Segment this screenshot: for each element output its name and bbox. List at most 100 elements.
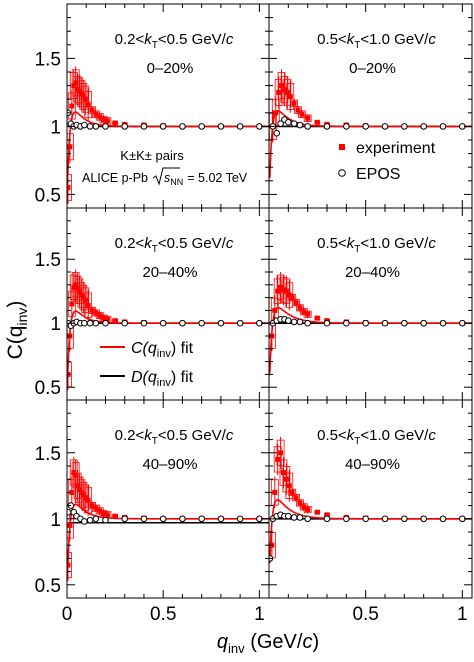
kt-high: <1.0 GeV/ xyxy=(360,427,429,444)
exp-point xyxy=(273,110,279,116)
epos-point xyxy=(304,515,311,523)
y-tick-label: 1 xyxy=(50,117,61,138)
epos-point xyxy=(343,515,350,523)
epos-point xyxy=(439,319,447,327)
epos-point xyxy=(236,515,244,523)
epos-point xyxy=(81,518,88,525)
y-axis-title-end: ) xyxy=(4,301,27,308)
legend-energy-value: = 5.02 TeV xyxy=(187,171,248,185)
exp-point xyxy=(67,144,73,150)
kt-sub: T xyxy=(152,244,158,255)
epos-point xyxy=(323,319,331,327)
y-tick-label: 1 xyxy=(50,314,61,335)
kt-sub: T xyxy=(152,40,158,51)
epos-point xyxy=(102,516,109,524)
exp-point xyxy=(293,300,299,306)
fit-c-curve xyxy=(269,498,472,564)
centrality-label: 0–20% xyxy=(147,60,194,77)
kt-symbol: k xyxy=(144,235,153,252)
exp-point xyxy=(286,483,292,489)
exp-point xyxy=(278,450,284,456)
epos-point xyxy=(92,515,100,523)
epos-point xyxy=(290,318,298,326)
epos-point xyxy=(296,318,304,326)
epos-point xyxy=(67,508,72,516)
epos-point xyxy=(86,516,94,524)
exp-point xyxy=(112,318,118,324)
exp-point xyxy=(314,119,320,125)
y-tick-label: 1.5 xyxy=(35,49,61,70)
exp-point xyxy=(80,93,86,99)
centrality-label: 40–90% xyxy=(142,456,197,473)
fit-c-curve xyxy=(67,503,269,568)
plot-area xyxy=(269,69,472,178)
exp-point xyxy=(69,489,75,495)
panel-middle-left: 0.5 1 1.5 0.2<kT<0.5 GeV/c 20–40% xyxy=(35,207,270,401)
x-axis-title-c: c xyxy=(302,631,312,653)
exp-point xyxy=(275,288,281,294)
epos-point xyxy=(304,123,311,130)
exp-point xyxy=(71,470,77,476)
fit-c-curve xyxy=(269,109,472,178)
panel-bottom-right: 0.5 1 0.5<kT<1.0 GeV/c 40–90% xyxy=(268,399,473,625)
kt-c: c xyxy=(428,235,436,252)
panel-frame xyxy=(268,399,473,599)
epos-point xyxy=(362,515,369,523)
kt-symbol: k xyxy=(144,427,153,444)
epos-point xyxy=(277,120,284,127)
epos-point xyxy=(285,512,292,520)
exp-point xyxy=(275,456,281,462)
x-tick-label: 1 xyxy=(457,604,468,625)
kt-high: <0.5 GeV/ xyxy=(158,31,227,48)
epos-point xyxy=(86,319,94,327)
epos-point xyxy=(323,123,331,130)
kt-label: 0.2<kT<0.5 GeV/c xyxy=(115,31,234,51)
legend-fit-d-end: ) fit xyxy=(171,369,194,386)
epos-point xyxy=(92,319,100,327)
epos-point xyxy=(236,123,244,130)
kt-symbol: k xyxy=(347,427,356,444)
exp-point xyxy=(112,120,118,126)
exp-point xyxy=(281,470,286,476)
x-tick-label: 0.5 xyxy=(150,604,176,625)
exp-point xyxy=(287,93,293,99)
exp-point xyxy=(82,297,88,303)
exp-point xyxy=(73,472,79,478)
epos-point xyxy=(102,319,109,327)
epos-point xyxy=(140,515,148,523)
legend-epos-marker xyxy=(338,169,346,177)
exp-point xyxy=(305,115,311,121)
y-tick-label: 0.5 xyxy=(35,378,61,399)
epos-point xyxy=(179,123,186,130)
plot-area xyxy=(67,269,269,390)
kt-symbol: k xyxy=(347,235,356,252)
legend-fit-d-label: D(qinv) fit xyxy=(131,369,194,389)
epos-point xyxy=(381,319,389,327)
y-axis-title-sub: inv xyxy=(14,308,30,326)
x-axis-title-main: q xyxy=(217,631,228,653)
legend-fit-c-end: ) fit xyxy=(171,340,194,357)
epos-point xyxy=(86,123,94,130)
kt-label: 0.5<kT<1.0 GeV/c xyxy=(317,235,436,255)
epos-point xyxy=(273,129,281,137)
epos-point xyxy=(198,515,205,523)
kt-low: 0.2< xyxy=(115,31,145,48)
epos-point xyxy=(420,123,427,130)
exp-point xyxy=(80,492,86,498)
exp-point xyxy=(69,301,75,307)
exp-point xyxy=(85,302,91,308)
exp-point xyxy=(69,103,75,109)
epos-point xyxy=(179,319,186,327)
y-tick-label: 1.5 xyxy=(35,250,61,271)
epos-point xyxy=(343,319,350,327)
legend-system-label: ALICE p-Pb xyxy=(82,171,148,185)
epos-point xyxy=(420,319,427,327)
legend-pairs-label: K±K± pairs xyxy=(120,148,184,163)
exp-point xyxy=(82,495,88,501)
epos-point xyxy=(102,123,109,130)
epos-point xyxy=(121,319,129,327)
exp-point xyxy=(279,83,285,89)
y-axis-title: C(qinv) xyxy=(4,301,30,360)
x-axis-title-units: (GeV/ xyxy=(245,631,303,653)
